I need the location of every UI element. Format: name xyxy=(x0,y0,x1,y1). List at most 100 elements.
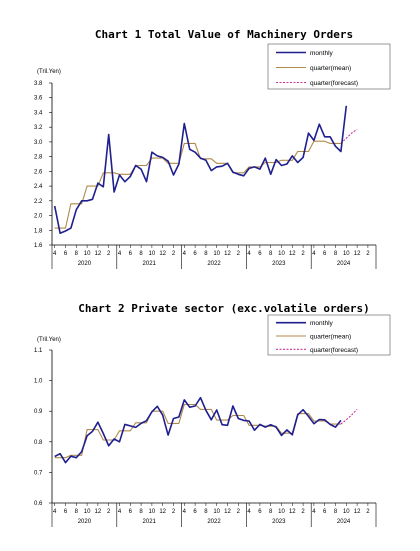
x-tick-label: 6 xyxy=(193,509,197,515)
x-tick-label: 10 xyxy=(343,251,350,257)
x-tick-label: 4 xyxy=(183,509,187,515)
y-tick-label: 1.0 xyxy=(34,379,43,385)
x-tick-label: 12 xyxy=(224,509,231,515)
x-tick-label: 2 xyxy=(301,509,305,515)
y-unit-label: (Tril.Yen) xyxy=(37,337,61,343)
x-tick-label: 2 xyxy=(237,251,241,257)
x-tick-label: 12 xyxy=(354,509,361,515)
x-tick-label: 4 xyxy=(53,509,57,515)
quarter-forecast-line xyxy=(340,128,358,144)
x-tick-label: 2 xyxy=(172,251,176,257)
y-tick-label: 1.6 xyxy=(34,243,43,249)
x-tick-label: 12 xyxy=(159,251,166,257)
x-tick-label: 8 xyxy=(204,509,208,515)
x-tick-label: 6 xyxy=(258,509,262,515)
x-tick-label: 10 xyxy=(213,251,220,257)
x-tick-label: 8 xyxy=(334,251,338,257)
chart-1: Chart 1 Total Value of Machinery Orders (… xyxy=(34,28,391,269)
legend-label: quarter(forecast) xyxy=(310,80,358,87)
x-tick-label: 12 xyxy=(95,251,102,257)
x-year-label: 2023 xyxy=(272,519,286,525)
x-year-label: 2024 xyxy=(337,261,351,267)
x-year-label: 2020 xyxy=(78,261,92,267)
x-tick-label: 2 xyxy=(107,251,111,257)
x-tick-label: 8 xyxy=(75,509,79,515)
x-tick-label: 8 xyxy=(75,251,79,257)
chart-title: Chart 1 Total Value of Machinery Orders xyxy=(95,28,353,41)
y-tick-label: 2.8 xyxy=(34,155,43,161)
x-tick-label: 6 xyxy=(323,251,327,257)
y-tick-label: 2.2 xyxy=(34,199,43,205)
x-tick-label: 2 xyxy=(366,251,370,257)
x-tick-label: 8 xyxy=(269,251,273,257)
y-unit-label: (Tril.Yen) xyxy=(37,69,61,75)
quarter-forecast-line xyxy=(340,409,358,425)
x-tick-label: 10 xyxy=(84,251,91,257)
quarter-mean-line xyxy=(54,403,341,459)
x-tick-label: 8 xyxy=(269,509,273,515)
y-tick-label: 3.0 xyxy=(34,140,43,146)
legend-label: quarter(mean) xyxy=(310,334,351,341)
y-tick-label: 1.8 xyxy=(34,228,43,234)
x-tick-label: 6 xyxy=(129,251,133,257)
x-year-label: 2021 xyxy=(143,519,157,525)
monthly-line xyxy=(53,105,348,234)
x-year-label: 2024 xyxy=(337,519,351,525)
x-tick-label: 8 xyxy=(139,251,143,257)
x-tick-label: 2 xyxy=(172,509,176,515)
x-tick-label: 4 xyxy=(53,251,57,257)
x-tick-label: 4 xyxy=(118,509,122,515)
x-tick-label: 4 xyxy=(247,251,251,257)
y-tick-label: 0.6 xyxy=(34,501,43,507)
y-tick-label: 3.2 xyxy=(34,125,43,131)
x-tick-label: 6 xyxy=(64,251,68,257)
x-year-label: 2021 xyxy=(143,261,157,267)
x-tick-label: 6 xyxy=(193,251,197,257)
x-tick-label: 4 xyxy=(247,509,251,515)
y-tick-label: 0.7 xyxy=(34,470,43,476)
legend-box xyxy=(267,314,391,356)
legend-label: monthly xyxy=(310,320,334,327)
y-tick-label: 2.0 xyxy=(34,214,43,220)
x-tick-label: 6 xyxy=(258,251,262,257)
x-tick-label: 12 xyxy=(354,251,361,257)
monthly-line xyxy=(54,396,342,464)
chart-title: Chart 2 Private sector (exc.volatile ord… xyxy=(78,302,369,315)
y-tick-label: 2.4 xyxy=(34,184,43,190)
x-tick-label: 12 xyxy=(159,509,166,515)
chart-2: Chart 2 Private sector (exc.volatile ord… xyxy=(34,302,391,527)
y-tick-label: 2.6 xyxy=(34,169,43,175)
x-tick-label: 10 xyxy=(149,251,156,257)
x-tick-label: 4 xyxy=(312,251,316,257)
x-tick-label: 10 xyxy=(278,251,285,257)
x-tick-label: 8 xyxy=(334,509,338,515)
x-year-label: 2022 xyxy=(207,261,221,267)
x-tick-label: 2 xyxy=(301,251,305,257)
x-tick-label: 6 xyxy=(129,509,133,515)
x-tick-label: 2 xyxy=(366,509,370,515)
x-tick-label: 12 xyxy=(289,509,296,515)
x-tick-label: 10 xyxy=(213,509,220,515)
x-year-label: 2020 xyxy=(78,519,92,525)
y-tick-label: 3.6 xyxy=(34,96,43,102)
x-tick-label: 8 xyxy=(139,509,143,515)
x-tick-label: 2 xyxy=(107,509,111,515)
x-tick-label: 2 xyxy=(237,509,241,515)
x-tick-label: 8 xyxy=(204,251,208,257)
y-tick-label: 1.1 xyxy=(34,348,43,354)
x-year-label: 2023 xyxy=(272,261,286,267)
y-tick-label: 0.8 xyxy=(34,440,43,446)
x-tick-label: 4 xyxy=(118,251,122,257)
y-tick-label: 3.4 xyxy=(34,110,43,116)
y-tick-label: 3.8 xyxy=(34,81,43,87)
x-tick-label: 12 xyxy=(289,251,296,257)
x-tick-label: 6 xyxy=(64,509,68,515)
legend-box xyxy=(267,43,391,90)
x-tick-label: 12 xyxy=(224,251,231,257)
legend-label: monthly xyxy=(310,50,334,57)
legend-label: quarter(forecast) xyxy=(310,347,358,354)
x-tick-label: 10 xyxy=(278,509,285,515)
x-tick-label: 4 xyxy=(312,509,316,515)
x-year-label: 2022 xyxy=(207,519,221,525)
